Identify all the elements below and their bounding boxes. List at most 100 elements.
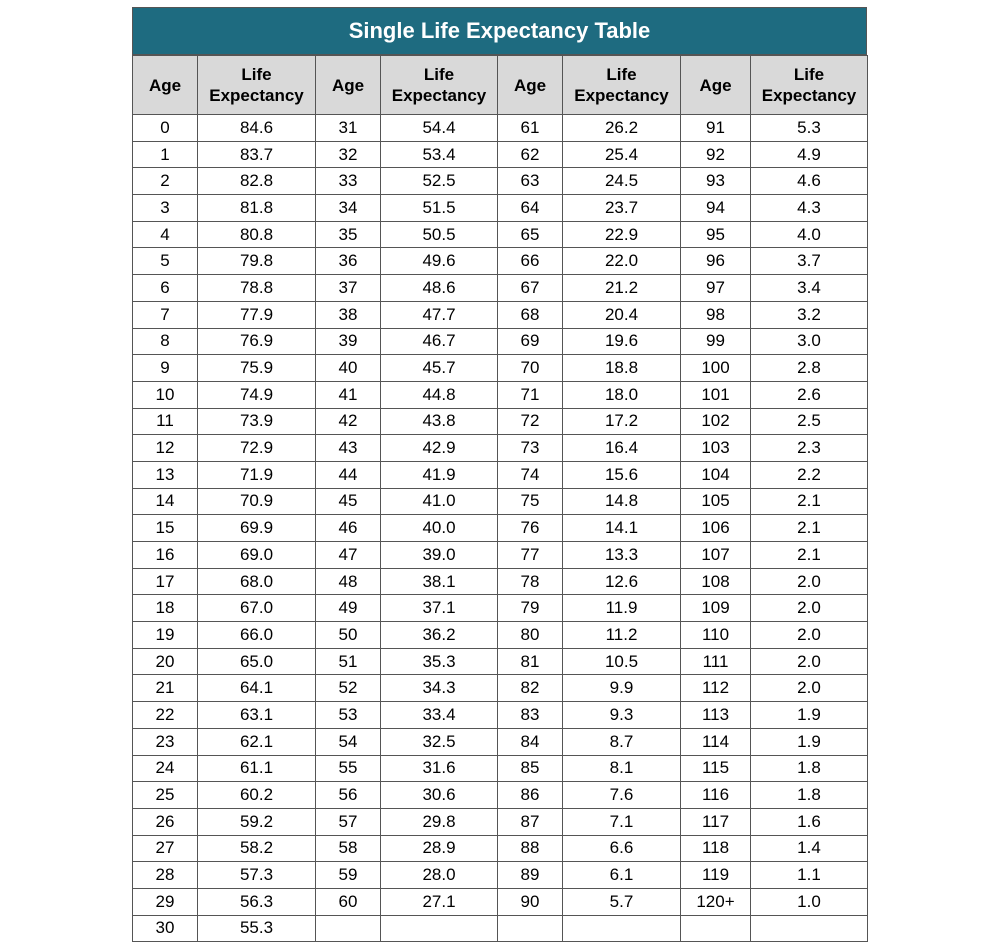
table-cell: 57.3 bbox=[197, 861, 316, 889]
table-cell: 2.0 bbox=[750, 621, 868, 649]
table-row: 29 56.3 60 27.1 90 5.7 120+ 1.0 bbox=[132, 887, 868, 916]
table-cell: 80.8 bbox=[197, 220, 316, 249]
table-cell: 4.3 bbox=[750, 194, 868, 222]
table-cell: 40 bbox=[315, 354, 381, 382]
table-cell: 18.8 bbox=[562, 354, 681, 382]
table-row: 30 55.3 bbox=[132, 914, 868, 943]
table-cell: 3.0 bbox=[750, 327, 868, 356]
table-cell: 19 bbox=[132, 621, 198, 649]
empty-cell bbox=[680, 914, 751, 943]
table-cell: 21 bbox=[132, 674, 198, 703]
table-cell: 54.4 bbox=[380, 114, 498, 142]
table-cell: 17 bbox=[132, 567, 198, 596]
table-row: 0 84.6 31 54.4 61 26.2 91 5.3 bbox=[132, 114, 868, 142]
header-row: Age Life Expectancy Age Life Expectancy Age L… bbox=[132, 55, 868, 115]
table-row: 2 82.8 33 52.5 63 24.5 93 4.6 bbox=[132, 167, 868, 196]
table-cell: 33 bbox=[315, 167, 381, 196]
table-row: 6 78.8 37 48.6 67 21.2 97 3.4 bbox=[132, 274, 868, 302]
table-cell: 8.1 bbox=[562, 754, 681, 783]
table-cell: 22.0 bbox=[562, 247, 681, 276]
table-cell: 30 bbox=[132, 914, 198, 943]
table-cell: 18 bbox=[132, 594, 198, 623]
table-cell: 114 bbox=[680, 727, 751, 756]
table-cell: 1.8 bbox=[750, 781, 868, 809]
table-cell: 41.9 bbox=[380, 460, 498, 489]
table-cell: 87 bbox=[497, 807, 563, 836]
empty-cell bbox=[315, 914, 381, 943]
table-cell: 73.9 bbox=[197, 407, 316, 436]
table-cell: 10 bbox=[132, 380, 198, 409]
table-cell: 76.9 bbox=[197, 327, 316, 356]
table-cell: 105 bbox=[680, 487, 751, 516]
table-row: 17 68.0 48 38.1 78 12.6 108 2.0 bbox=[132, 567, 868, 596]
table-cell: 6 bbox=[132, 274, 198, 302]
table-cell: 1.4 bbox=[750, 834, 868, 863]
table-cell: 26 bbox=[132, 807, 198, 836]
table-cell: 35 bbox=[315, 220, 381, 249]
table-cell: 34 bbox=[315, 194, 381, 222]
table-cell: 1.9 bbox=[750, 727, 868, 756]
table-cell: 107 bbox=[680, 541, 751, 569]
column-header: Life Expectancy bbox=[380, 55, 498, 115]
table-row: 15 69.9 46 40.0 76 14.1 106 2.1 bbox=[132, 514, 868, 542]
table-cell: 51 bbox=[315, 647, 381, 676]
table-cell: 68 bbox=[497, 300, 563, 329]
table-cell: 5.7 bbox=[562, 887, 681, 916]
table-cell: 78.8 bbox=[197, 274, 316, 302]
table-cell: 43 bbox=[315, 434, 381, 462]
table-row: 8 76.9 39 46.7 69 19.6 99 3.0 bbox=[132, 327, 868, 356]
table-cell: 46.7 bbox=[380, 327, 498, 356]
table-cell: 63 bbox=[497, 167, 563, 196]
table-cell: 83 bbox=[497, 701, 563, 729]
table-cell: 2 bbox=[132, 167, 198, 196]
table-cell: 9.3 bbox=[562, 701, 681, 729]
table-cell: 81 bbox=[497, 647, 563, 676]
table-cell: 4.9 bbox=[750, 140, 868, 169]
table-cell: 6.1 bbox=[562, 861, 681, 889]
table-cell: 58.2 bbox=[197, 834, 316, 863]
table-cell: 2.1 bbox=[750, 514, 868, 542]
table-cell: 13 bbox=[132, 460, 198, 489]
table-cell: 1.1 bbox=[750, 861, 868, 889]
table-cell: 82 bbox=[497, 674, 563, 703]
table-cell: 88 bbox=[497, 834, 563, 863]
table-cell: 41 bbox=[315, 380, 381, 409]
table-cell: 46 bbox=[315, 514, 381, 542]
table-cell: 21.2 bbox=[562, 274, 681, 302]
table-row: 19 66.0 50 36.2 80 11.2 110 2.0 bbox=[132, 621, 868, 649]
table-cell: 9.9 bbox=[562, 674, 681, 703]
table-cell: 4 bbox=[132, 220, 198, 249]
table-cell: 65.0 bbox=[197, 647, 316, 676]
table-cell: 37.1 bbox=[380, 594, 498, 623]
table-cell: 36 bbox=[315, 247, 381, 276]
table-cell: 53 bbox=[315, 701, 381, 729]
table-cell: 101 bbox=[680, 380, 751, 409]
table-cell: 14.1 bbox=[562, 514, 681, 542]
table-cell: 71.9 bbox=[197, 460, 316, 489]
table-cell: 34.3 bbox=[380, 674, 498, 703]
table-row: 26 59.2 57 29.8 87 7.1 117 1.6 bbox=[132, 807, 868, 836]
table-cell: 38 bbox=[315, 300, 381, 329]
column-header: Age bbox=[132, 55, 198, 115]
table-cell: 53.4 bbox=[380, 140, 498, 169]
table-cell: 23 bbox=[132, 727, 198, 756]
table-cell: 41.0 bbox=[380, 487, 498, 516]
table-cell: 68.0 bbox=[197, 567, 316, 596]
table-cell: 100 bbox=[680, 354, 751, 382]
table-cell: 28 bbox=[132, 861, 198, 889]
table-cell: 55 bbox=[315, 754, 381, 783]
table-cell: 2.8 bbox=[750, 354, 868, 382]
table-cell: 60.2 bbox=[197, 781, 316, 809]
table-cell: 54 bbox=[315, 727, 381, 756]
table-cell: 56.3 bbox=[197, 887, 316, 916]
table-cell: 74.9 bbox=[197, 380, 316, 409]
table-cell: 15 bbox=[132, 514, 198, 542]
table-cell: 117 bbox=[680, 807, 751, 836]
table-cell: 74 bbox=[497, 460, 563, 489]
table-cell: 63.1 bbox=[197, 701, 316, 729]
table-cell: 69.9 bbox=[197, 514, 316, 542]
table-cell: 2.0 bbox=[750, 594, 868, 623]
table-cell: 5 bbox=[132, 247, 198, 276]
empty-cell bbox=[497, 914, 563, 943]
